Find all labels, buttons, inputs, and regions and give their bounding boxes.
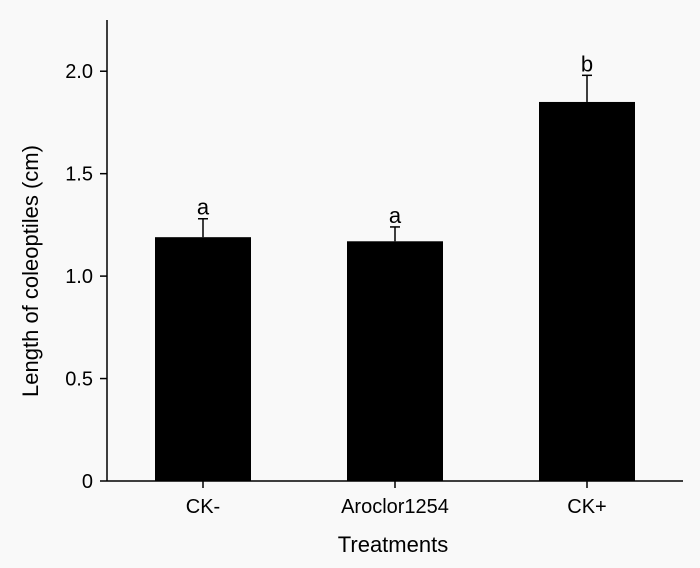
significance-label: a bbox=[389, 203, 402, 228]
bar bbox=[539, 101, 635, 481]
significance-labels-layer: a a b bbox=[197, 51, 593, 228]
x-axis-title: Treatments bbox=[338, 532, 448, 557]
y-tick-label: 1.0 bbox=[65, 266, 93, 288]
x-tick-label: CK- bbox=[186, 496, 220, 518]
y-axis-title: Length of coleoptiles (cm) bbox=[18, 145, 43, 397]
y-tick-label: 2.0 bbox=[65, 61, 93, 83]
y-tick-label: 1.5 bbox=[65, 164, 93, 186]
y-tick-label: 0 bbox=[82, 471, 93, 493]
bar bbox=[347, 241, 443, 481]
x-ticks-layer: CK- Aroclor1254 CK+ bbox=[186, 481, 607, 518]
y-ticks-layer: 0 0.5 1.0 1.5 2.0 bbox=[65, 61, 107, 493]
error-bars-layer bbox=[198, 74, 592, 242]
bar bbox=[155, 237, 251, 481]
significance-label: a bbox=[197, 195, 210, 220]
bars-layer bbox=[155, 101, 635, 481]
y-tick-label: 0.5 bbox=[65, 369, 93, 391]
significance-label: b bbox=[581, 51, 593, 76]
x-tick-label: CK+ bbox=[567, 496, 606, 518]
x-tick-label: Aroclor1254 bbox=[341, 496, 449, 518]
